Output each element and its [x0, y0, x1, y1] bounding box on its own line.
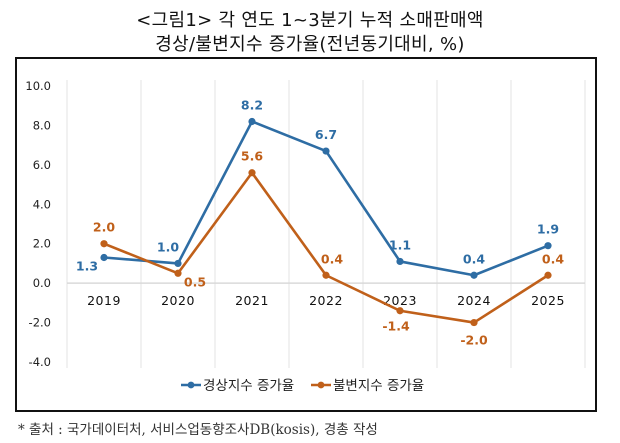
data-point-marker: [248, 169, 256, 177]
legend-label: 불변지수 증가율: [333, 378, 424, 394]
y-tick-label: 2.0: [33, 237, 51, 251]
legend-marker-icon: [317, 381, 325, 389]
data-point-marker: [322, 271, 330, 279]
data-label: 0.5: [184, 274, 206, 289]
data-point-marker: [396, 307, 404, 315]
x-tick-label: 2025: [531, 293, 565, 308]
x-tick-label: 2023: [383, 293, 417, 308]
data-point-marker: [470, 318, 478, 327]
data-point-marker: [470, 271, 478, 279]
source-note: * 출처 : 국가데이터처, 서비스업동향조사DB(kosis), 경총 작성: [18, 422, 378, 438]
data-point-marker: [396, 257, 404, 266]
data-label: 1.9: [537, 222, 559, 237]
data-label: 0.4: [542, 251, 564, 266]
y-tick-label: 0.0: [33, 276, 51, 290]
data-label: 5.6: [241, 149, 263, 164]
data-point-marker: [174, 269, 182, 277]
gridlines: [66, 80, 586, 368]
chart-frame: [15, 57, 597, 412]
data-point-marker: [322, 147, 330, 155]
data-labels: 1.3 1.0 8.2 6.7 1.1 0.4 1.9 2.0 0.5 5.6 0.4 -1.4 -2.…: [76, 97, 564, 347]
data-point-marker: [544, 271, 552, 279]
chart-title-line1: <그림1> 각 연도 1~3분기 누적 소매판매액: [136, 10, 484, 31]
data-point-marker: [100, 240, 108, 248]
y-tick-label: -2.0: [29, 316, 51, 330]
data-label: -1.4: [382, 319, 410, 334]
x-tick-label: 2019: [87, 293, 121, 308]
data-point-marker: [544, 242, 552, 250]
data-label: 1.0: [157, 239, 179, 254]
data-label: 0.4: [321, 251, 343, 266]
data-label: 0.4: [463, 251, 485, 266]
series-lines: [100, 117, 552, 327]
chart-title-line2: 경상/불변지수 증가율(전년동기대비, %): [155, 34, 465, 55]
data-label: 1.3: [76, 259, 98, 274]
legend-label: 경상지수 증가율: [203, 378, 294, 394]
y-tick-label: 6.0: [33, 158, 51, 172]
data-point-marker: [100, 253, 108, 262]
data-point-marker: [174, 259, 182, 268]
y-tick-label: 4.0: [33, 197, 51, 211]
x-tick-label: 2024: [457, 293, 491, 308]
data-label: 8.2: [241, 97, 263, 112]
x-tick-label: 2021: [235, 293, 269, 308]
legend-marker-icon: [187, 381, 195, 389]
data-label: 6.7: [315, 127, 337, 142]
data-label: 2.0: [93, 220, 115, 235]
y-tick-label: 8.0: [33, 118, 51, 132]
legend: 경상지수 증가율 불변지수 증가율: [181, 378, 424, 394]
y-axis-labels: 10.0 8.0 6.0 4.0 2.0 0.0 -2.0 -4.0: [25, 79, 51, 369]
x-tick-label: 2022: [309, 293, 343, 308]
y-tick-label: 10.0: [25, 79, 51, 93]
x-axis-labels: 2019 2020 2021 2022 2023 2024 2025: [87, 293, 565, 308]
x-tick-label: 2020: [161, 293, 195, 308]
y-tick-label: -4.0: [29, 355, 51, 369]
data-point-marker: [248, 117, 256, 126]
data-label: -2.0: [460, 333, 488, 348]
data-label: 1.1: [389, 237, 411, 252]
